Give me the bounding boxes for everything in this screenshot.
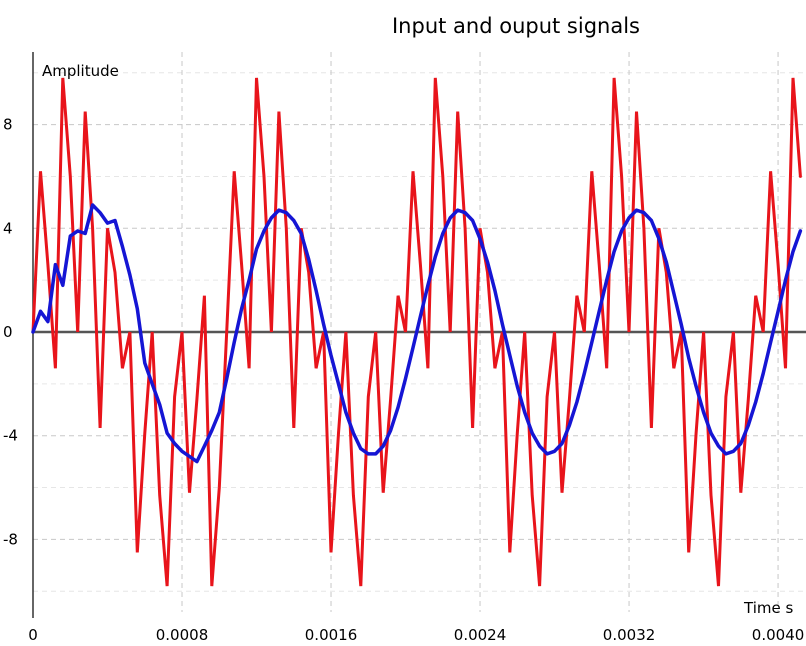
x-axis-label: Time s [743, 599, 793, 617]
y-tick-label: 0 [3, 323, 13, 341]
y-tick-label: 4 [3, 219, 13, 237]
axes [32, 52, 806, 618]
y-axis-label: Amplitude [42, 62, 119, 80]
x-tick-label: 0.0008 [156, 626, 209, 644]
y-tick-label: -4 [3, 427, 18, 445]
x-tick-label: 0.0016 [305, 626, 358, 644]
x-tick-label: 0.0040 [752, 626, 805, 644]
tick-labels: -8 -4 0 4 8 0 0.0008 0.0016 0.0024 0.0032 0.0040 [3, 116, 804, 644]
x-tick-label: 0 [28, 626, 38, 644]
y-tick-label: -8 [3, 530, 18, 548]
x-tick-label: 0.0024 [454, 626, 507, 644]
chart-title: Input and ouput signals [392, 14, 640, 38]
x-tick-label: 0.0032 [603, 626, 656, 644]
y-tick-label: 8 [3, 116, 13, 134]
series-line-input [31, 77, 802, 587]
series-line-output [31, 203, 803, 464]
series-group [31, 77, 803, 587]
